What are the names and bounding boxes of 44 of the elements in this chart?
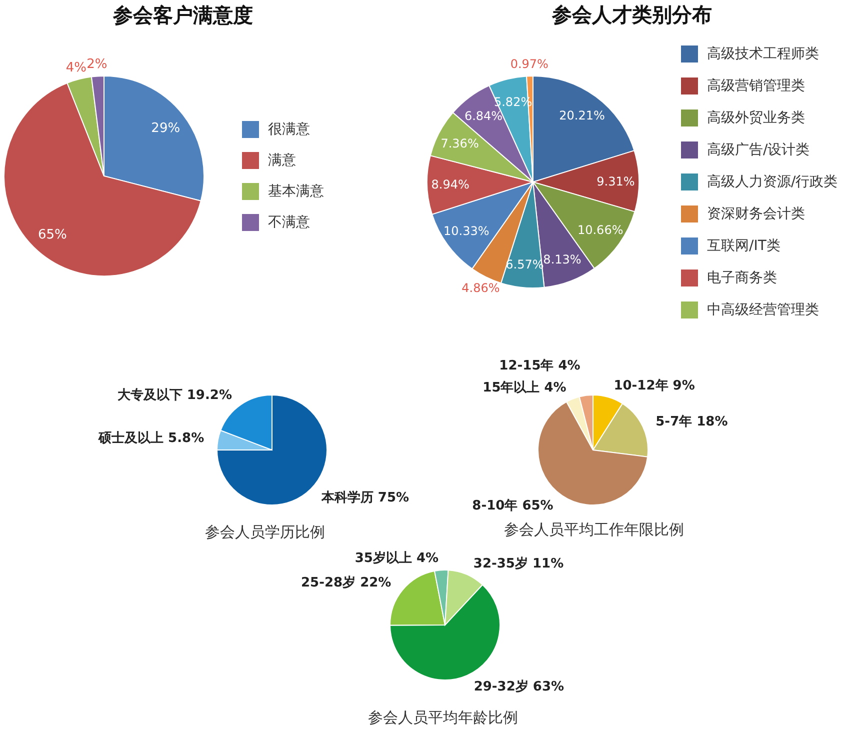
legend-label: 基本满意 (268, 184, 324, 200)
legend-label: 很满意 (268, 122, 310, 138)
data-label: 8.94% (431, 177, 470, 192)
legend-label: 高级人力资源/行政类 (707, 174, 838, 190)
slice-label: 29-32岁 63% (474, 679, 564, 694)
slice-label: 本科学历 75% (320, 490, 410, 506)
data-label: 6.84% (464, 108, 503, 123)
chart-title: 参会客户满意度 (112, 3, 253, 28)
slice-label: 10-12年 9% (614, 378, 695, 394)
data-label: 4% (66, 60, 86, 76)
data-label: 29% (151, 121, 180, 136)
data-label: 10.66% (577, 222, 624, 237)
legend-label: 满意 (268, 152, 296, 168)
text: 参会人员学历比例 (205, 523, 325, 541)
data-label: 0.97% (510, 57, 548, 72)
legend-label: 资深财务会计类 (707, 206, 805, 222)
slice-label: 大专及以下 19.2% (117, 386, 232, 403)
legend-label: 高级广告/设计类 (707, 142, 810, 158)
legend-label: 高级技术工程师类 (707, 46, 819, 62)
data-label: 2% (86, 57, 108, 72)
data-label: 10.33% (444, 224, 490, 238)
text: 参会人员平均年龄比例 (368, 708, 518, 726)
legend-label: 高级外贸业务类 (707, 110, 805, 126)
data-label: 9.31% (596, 174, 635, 188)
slice-label: 25-28岁 22% (300, 575, 392, 590)
slice-label: 15年以上 4% (482, 380, 566, 396)
data-label: 8.13% (543, 252, 582, 266)
data-label: 7.36% (440, 136, 479, 151)
slice-label: 8-10年 65% (472, 498, 554, 514)
slice-label: 硕士及以上 5.8% (98, 430, 204, 446)
legend-label: 不满意 (268, 214, 310, 230)
chart-title: 参会人才类别分布 (551, 2, 712, 26)
slice-label: 5-7年 18% (656, 414, 728, 430)
legend-label: 互联网/IT类 (707, 238, 780, 254)
legend-label: 电子商务类 (707, 270, 777, 286)
text: 参会人员平均工作年限比例 (504, 520, 684, 538)
data-label: 4.86% (462, 280, 500, 295)
legend-label: 中高级经营管理类 (707, 302, 819, 318)
data-label: 65% (38, 228, 67, 243)
legend-label: 高级营销管理类 (707, 78, 805, 94)
slice-label: 12-15年 4% (499, 358, 580, 374)
slice-label: 35岁以上 4% (354, 551, 439, 566)
slice-label: 32-35岁 11% (473, 556, 564, 572)
data-label: 20.21% (559, 108, 605, 122)
